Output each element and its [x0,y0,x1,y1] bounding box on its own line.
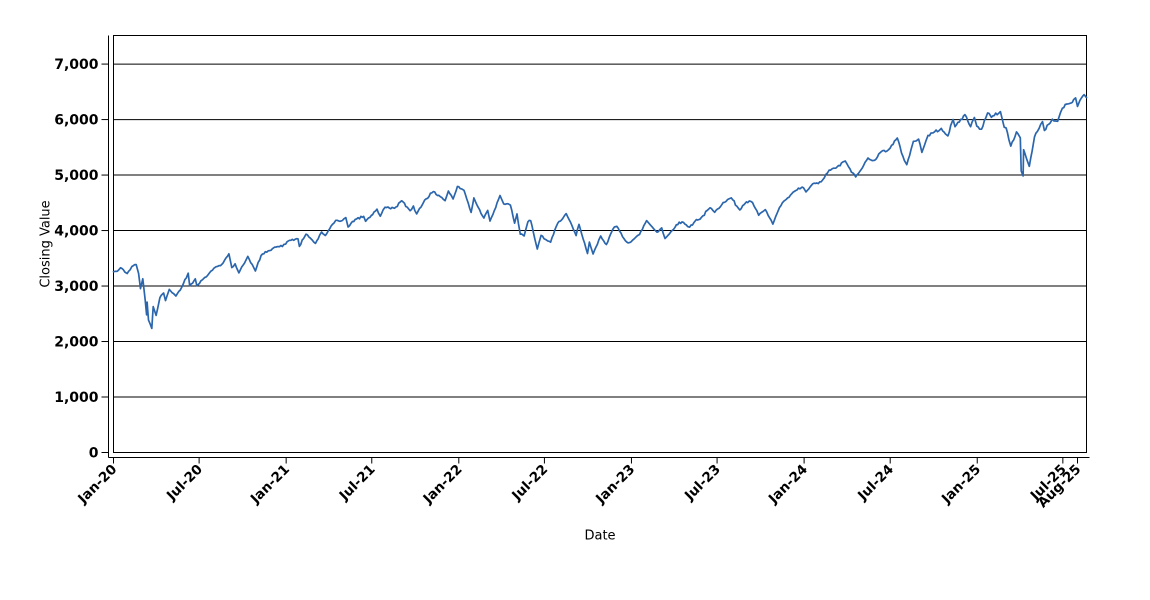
x-tick-label: Jan-22 [420,462,466,508]
y-tick-label: 4,000 [54,224,99,240]
y-axis-title: Closing Value [38,200,54,288]
y-tick-label: 2,000 [54,335,99,351]
plot-border [113,35,1087,453]
x-tick-label: Jan-20 [74,462,120,508]
x-tick-label: Jan-24 [765,462,811,508]
x-tick-label: Jul-21 [336,462,379,505]
y-tick-label: 3,000 [54,279,99,295]
x-tick-label: Jan-23 [592,462,638,508]
x-tick-label: Jul-20 [163,462,206,505]
x-tick-label: Jan-21 [247,462,293,508]
y-tick-label: 5,000 [54,168,99,184]
y-tick-label: 6,000 [54,113,99,129]
x-tick-label: Jan-25 [938,462,984,508]
y-tick-label: 1,000 [54,390,99,406]
y-tick-label: 7,000 [54,57,99,73]
x-axis-title: Date [584,528,616,544]
x-tick-label: Jul-23 [681,462,724,505]
x-tick-label: Jul-22 [508,462,551,505]
y-tick-label: 0 [89,446,99,462]
closing-value-series-line [112,93,1088,330]
x-tick-label: Jul-24 [854,462,897,505]
